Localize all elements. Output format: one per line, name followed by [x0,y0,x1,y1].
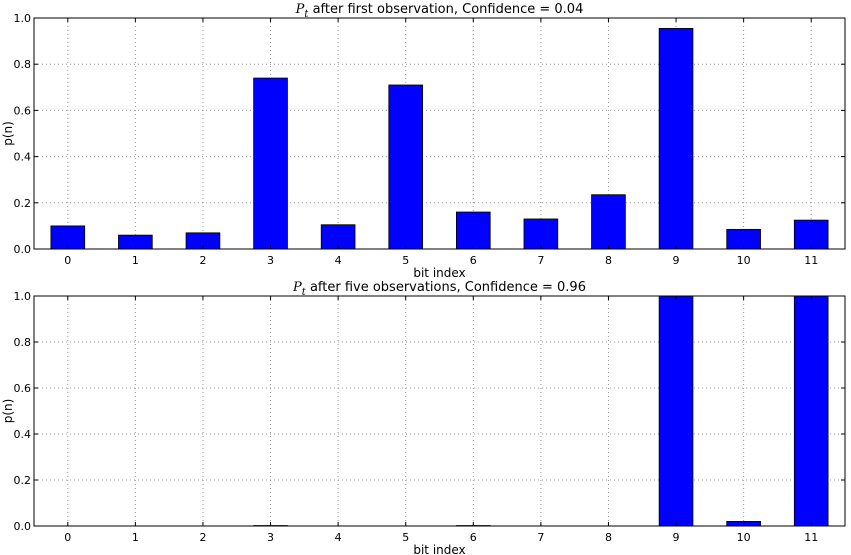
x-tick-label: 3 [267,254,274,267]
y-tick-label: 0.8 [14,336,32,349]
y-tick-label: 0.0 [14,520,32,533]
bar-6 [455,211,491,250]
y-axis-label: p(n) [1,121,15,146]
bar-9 [658,27,694,250]
y-tick-label: 0.8 [14,58,32,71]
y-axis-label: p(n) [1,399,15,424]
x-tick-label: 4 [335,531,342,544]
y-tick-label: 1.0 [14,12,32,25]
x-tick-label: 3 [267,531,274,544]
title-symbol: P [295,2,305,17]
x-tick-label: 11 [804,531,818,544]
x-tick-label: 9 [673,531,680,544]
bar-8 [591,194,626,250]
y-tick-label: 0.4 [14,428,32,441]
bar-7 [523,218,559,250]
x-axis-label: bit index [413,543,465,555]
plot-frame [33,295,846,527]
x-tick-label: 2 [199,531,206,544]
x-tick-label: 7 [537,254,544,267]
plot-frame [33,17,846,250]
x-axis-label: bit index [413,266,465,280]
x-tick-label: 7 [537,531,544,544]
title-subscript: t [304,9,309,20]
x-tick-label: 8 [605,531,612,544]
x-tick-label: 0 [64,531,71,544]
x-tick-label: 10 [737,531,751,544]
x-tick-label: 8 [605,254,612,267]
x-tick-label: 6 [470,254,477,267]
bar-11 [793,295,829,527]
bar-11 [793,219,829,250]
x-tick-label: 4 [335,254,342,267]
title-symbol: P [292,280,302,295]
x-tick-label: 2 [199,254,206,267]
y-tick-label: 0.6 [14,382,32,395]
chart-panel-1: 0 1 2 3 4 5 6 7 8 9 10 11 0.0 0.2 0.4 0.6 0.8 1.0 bit inde… [1,2,846,280]
chart-title: Pt after five observations, Confidence =… [292,280,586,298]
x-tick-label: 5 [402,531,409,544]
bar-5 [388,84,424,250]
y-tick-label: 0.2 [14,197,32,210]
x-tick-label: 6 [470,531,477,544]
y-tick-label: 0.4 [14,151,32,164]
bar-4 [320,224,356,250]
x-tick-label: 9 [673,254,680,267]
chart-panel-2: 0 1 2 3 4 5 6 7 8 9 10 11 0.0 0.2 0.4 0.6 0.8 1.0 bit inde… [1,280,846,555]
x-tick-label: 10 [737,254,751,267]
x-tick-label: 0 [64,254,71,267]
y-tick-label: 1.0 [14,290,32,303]
title-text: after first observation, Confidence = 0.… [308,2,583,17]
y-tick-label: 0.0 [14,243,32,256]
x-tick-label: 5 [402,254,409,267]
chart-title: Pt after first observation, Confidence =… [295,2,584,20]
x-tick-label: 1 [132,254,139,267]
y-tick-label: 0.6 [14,104,32,117]
bar-9 [658,295,694,527]
y-tick-label: 0.2 [14,474,32,487]
title-text: after five observations, Confidence = 0.… [306,280,586,295]
title-subscript: t [302,287,307,298]
x-tick-label: 1 [132,531,139,544]
x-tick-label: 11 [804,254,818,267]
bar-3 [253,77,288,250]
